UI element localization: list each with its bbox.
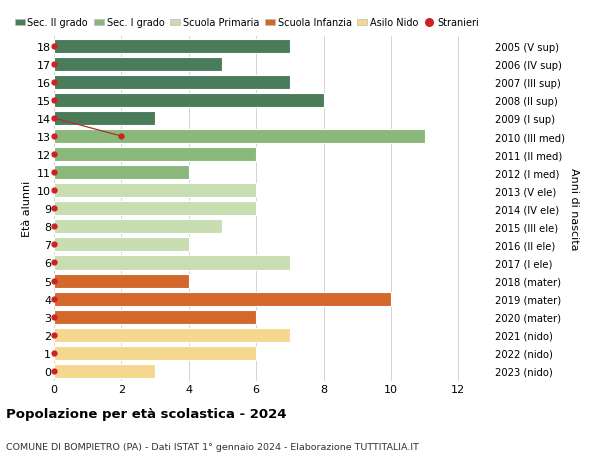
- Bar: [54, 328, 290, 342]
- Bar: [54, 112, 155, 126]
- Bar: [54, 238, 189, 252]
- Bar: [54, 202, 256, 216]
- Text: Popolazione per età scolastica - 2024: Popolazione per età scolastica - 2024: [6, 407, 287, 420]
- Text: COMUNE DI BOMPIETRO (PA) - Dati ISTAT 1° gennaio 2024 - Elaborazione TUTTITALIA.: COMUNE DI BOMPIETRO (PA) - Dati ISTAT 1°…: [6, 442, 419, 451]
- Bar: [54, 130, 425, 144]
- Bar: [54, 58, 223, 72]
- Bar: [54, 39, 290, 54]
- Bar: [54, 166, 189, 180]
- Bar: [54, 364, 155, 378]
- Legend: Sec. II grado, Sec. I grado, Scuola Primaria, Scuola Infanzia, Asilo Nido, Stran: Sec. II grado, Sec. I grado, Scuola Prim…: [15, 18, 479, 28]
- Bar: [54, 310, 256, 324]
- Bar: [54, 292, 391, 306]
- Bar: [54, 184, 256, 198]
- Bar: [54, 220, 223, 234]
- Bar: [54, 346, 256, 360]
- Bar: [54, 256, 290, 270]
- Bar: [54, 148, 256, 162]
- Bar: [54, 76, 290, 90]
- Bar: [54, 94, 323, 108]
- Bar: [54, 274, 189, 288]
- Y-axis label: Anni di nascita: Anni di nascita: [569, 168, 578, 250]
- Y-axis label: Età alunni: Età alunni: [22, 181, 32, 237]
